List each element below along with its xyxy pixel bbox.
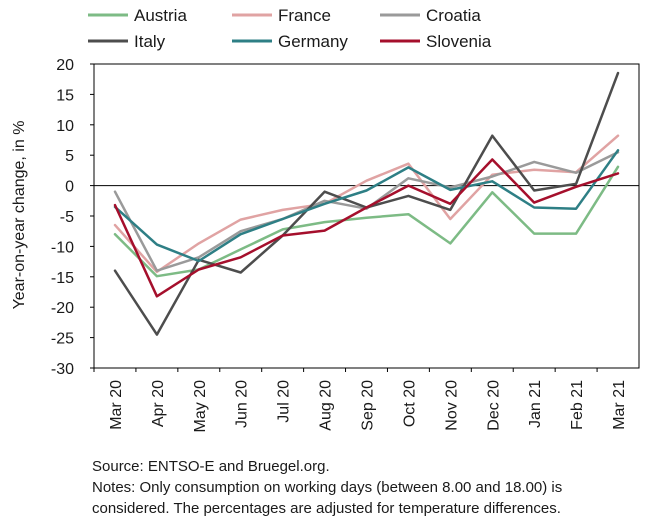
series-line-slovenia (113, 158, 620, 298)
y-tick-label: 20 (56, 57, 74, 74)
y-tick-label: 15 (56, 87, 74, 104)
legend: Austria France Croatia Italy Germany Slovenia (88, 6, 492, 51)
y-tick-label: 10 (56, 118, 74, 135)
y-tick-label: -20 (51, 300, 74, 317)
x-tick-label: Oct 20 (401, 380, 418, 427)
y-tick-label: 0 (65, 179, 74, 196)
x-tick-label: Jun 20 (234, 380, 251, 428)
x-tick-label: Dec 20 (485, 380, 502, 431)
x-tick-label: May 20 (192, 380, 209, 433)
x-axis-ticks: Mar 20 Apr 20 May 20 Jun 20 Jul 20 Aug 20 Sep … (93, 368, 628, 433)
series-lines (113, 71, 620, 336)
notes-line-1: Notes: Only consumption on working days … (92, 479, 563, 496)
x-tick-label: Apr 20 (150, 380, 167, 427)
y-tick-label: -30 (51, 361, 74, 378)
y-axis-label: Year-on-year change, in % (11, 121, 28, 310)
legend-label-germany: Germany (278, 32, 348, 51)
line-chart: Austria France Croatia Italy Germany Slovenia… (11, 6, 640, 433)
y-tick-label: -5 (60, 209, 74, 226)
series-line-germany (113, 149, 620, 263)
series-line-italy (113, 71, 620, 336)
x-tick-label: Aug 20 (318, 380, 335, 431)
x-tick-label: Mar 20 (108, 380, 125, 430)
x-tick-label: Jan 21 (527, 380, 544, 428)
legend-label-slovenia: Slovenia (426, 32, 492, 51)
y-tick-label: -25 (51, 331, 74, 348)
legend-label-france: France (278, 6, 331, 25)
series-line-france (113, 134, 620, 274)
source-note: Source: ENTSO-E and Bruegel.org. (92, 458, 330, 475)
y-tick-label: -10 (51, 239, 74, 256)
x-tick-label: Feb 21 (569, 380, 586, 430)
y-axis-ticks: 20 15 10 5 0 -5 -10 -15 -20 -25 -30 (51, 57, 94, 378)
legend-label-croatia: Croatia (426, 6, 481, 25)
legend-label-austria: Austria (134, 6, 187, 25)
y-tick-label: 5 (65, 148, 74, 165)
plot-area-border (93, 63, 640, 369)
x-tick-label: Nov 20 (443, 380, 460, 431)
notes-line-2: considered. The percentages are adjusted… (92, 500, 561, 517)
x-tick-label: Jul 20 (276, 380, 293, 423)
x-tick-label: Mar 21 (611, 380, 628, 430)
chart-notes: Source: ENTSO-E and Bruegel.org. Notes: … (92, 456, 648, 519)
x-tick-label: Sep 20 (360, 380, 377, 431)
legend-label-italy: Italy (134, 32, 166, 51)
y-tick-label: -15 (51, 270, 74, 287)
